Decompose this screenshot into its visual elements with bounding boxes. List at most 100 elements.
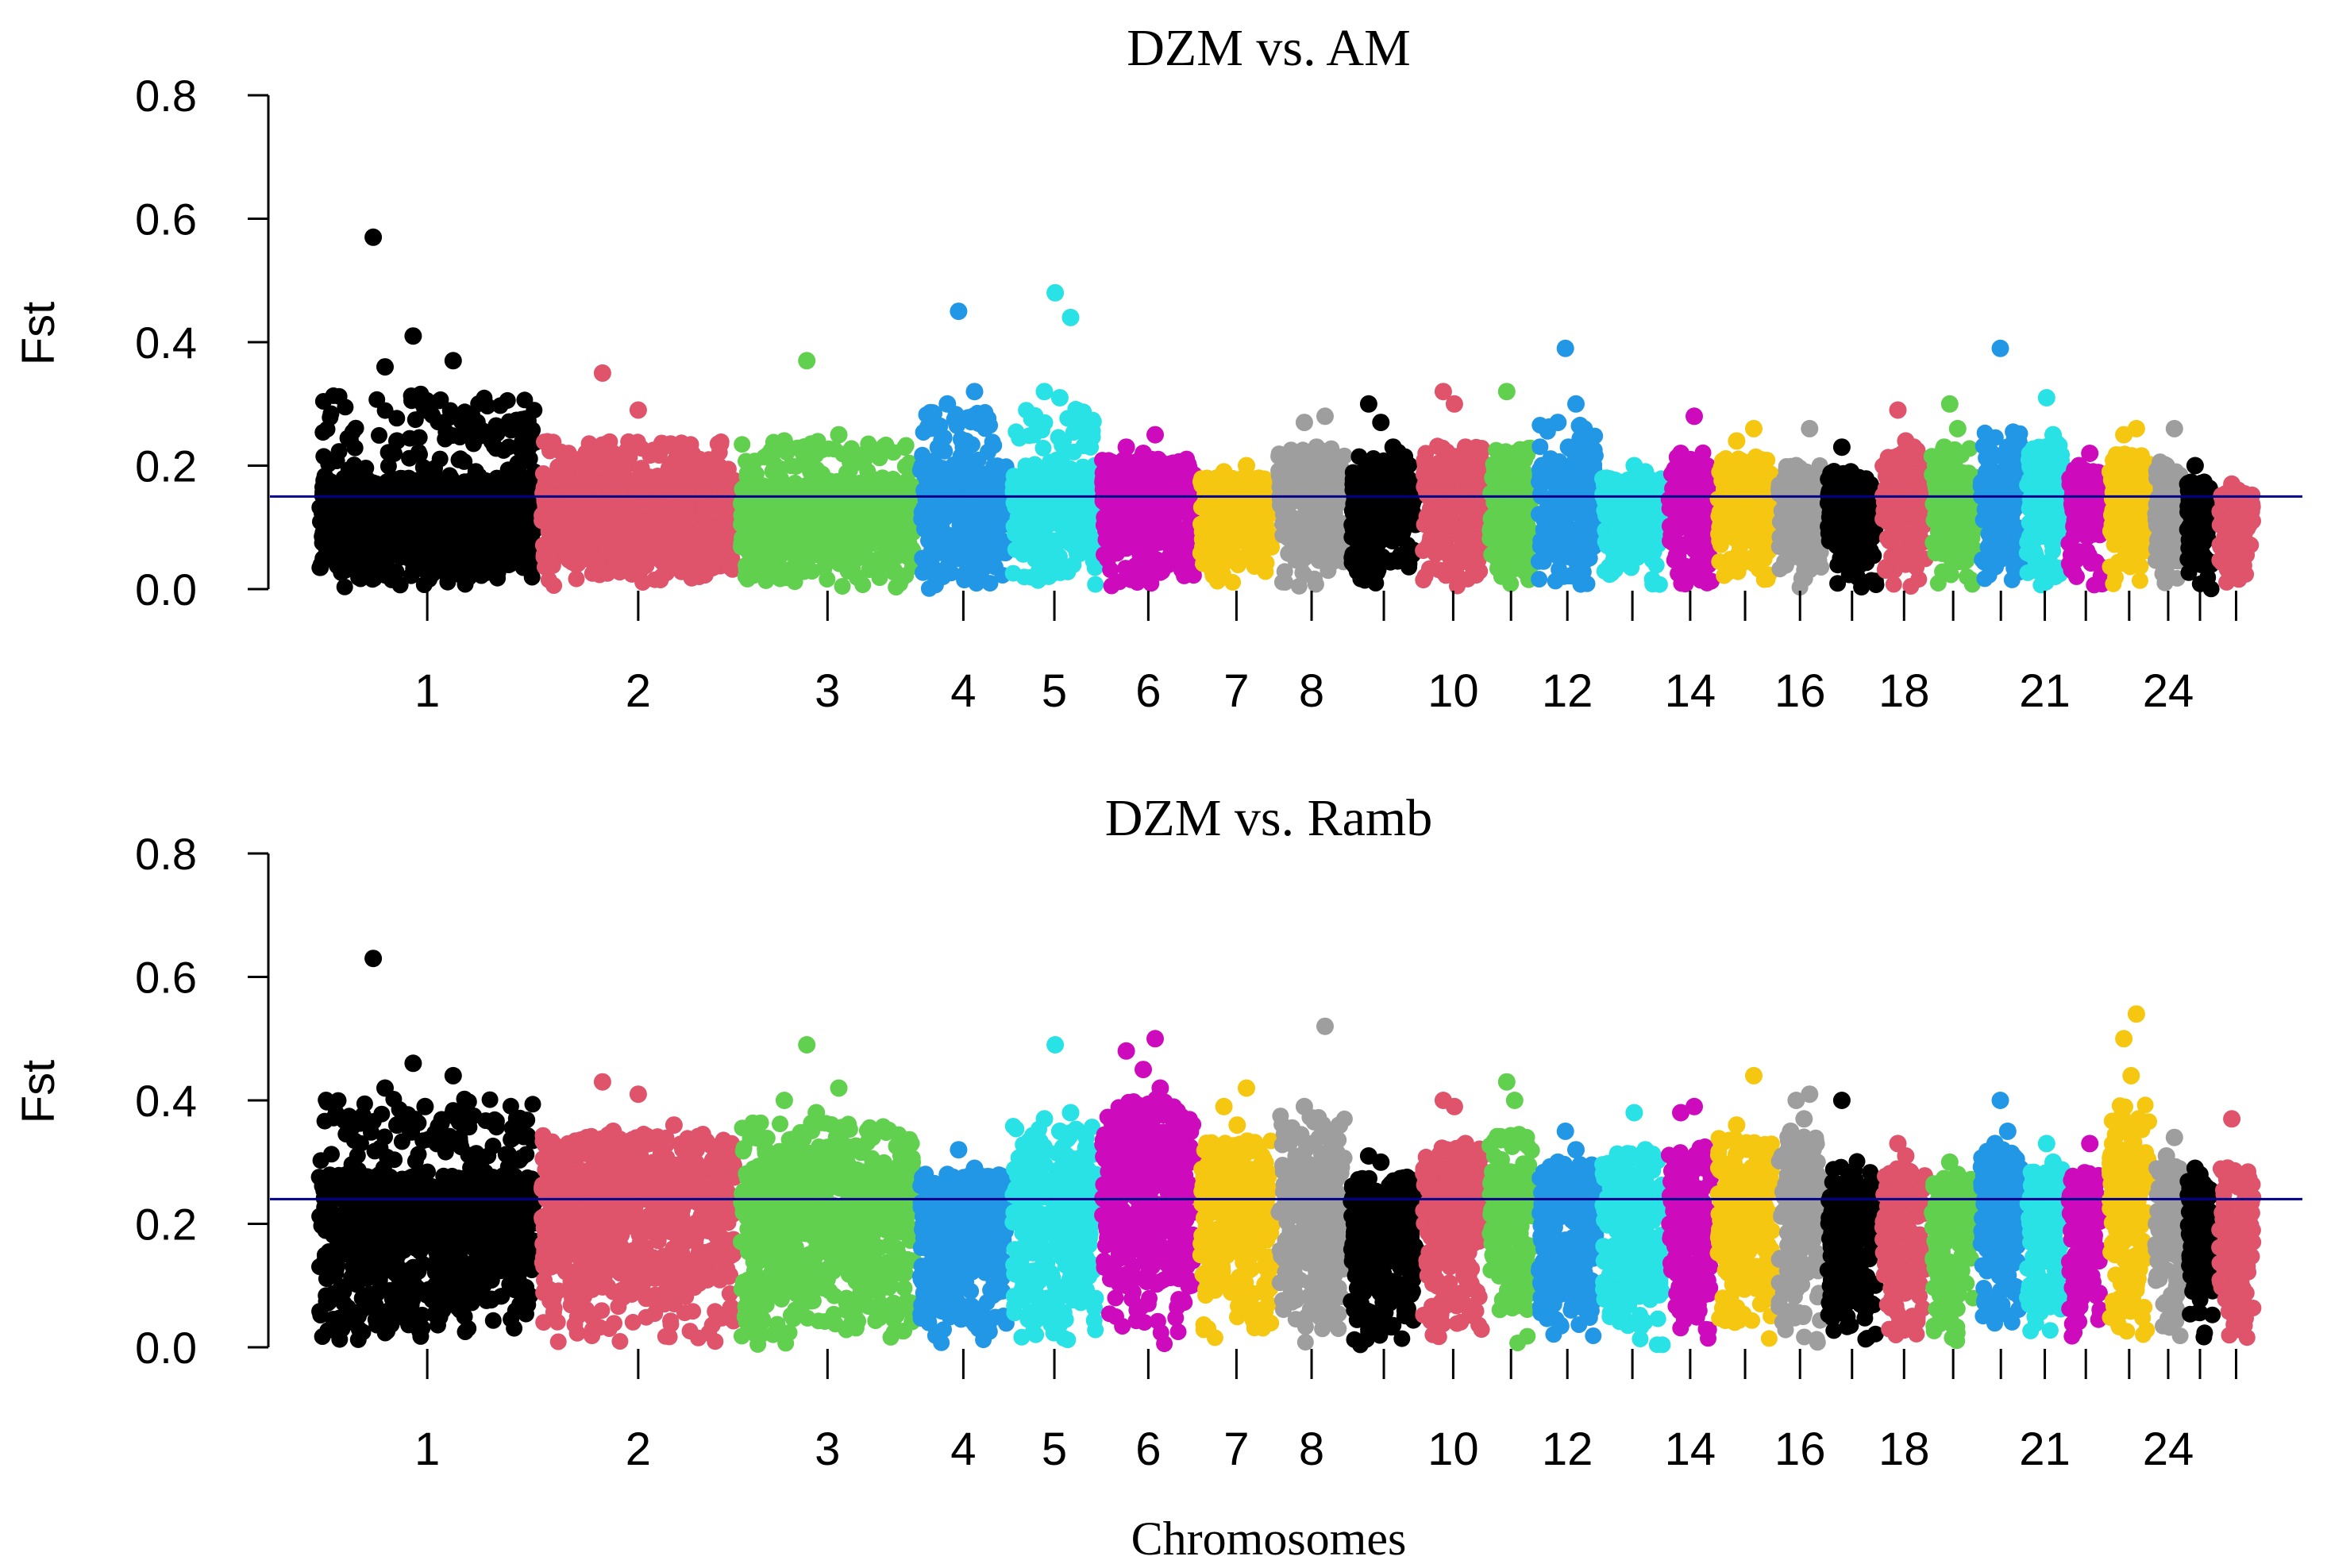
data-point xyxy=(881,514,899,531)
data-point xyxy=(1466,491,1484,509)
data-point xyxy=(709,522,726,538)
data-point xyxy=(635,483,652,501)
data-point xyxy=(877,436,895,453)
data-point xyxy=(330,541,348,558)
data-point xyxy=(1220,544,1238,561)
peak-point xyxy=(1215,463,1233,481)
data-point xyxy=(1465,511,1481,529)
data-point xyxy=(367,476,384,494)
chromosome-13-points xyxy=(1594,457,1671,593)
data-point xyxy=(1372,527,1389,545)
data-point xyxy=(328,453,345,469)
data-point xyxy=(734,436,751,453)
data-point xyxy=(400,543,418,561)
data-point xyxy=(1224,487,1242,504)
peak-point xyxy=(1505,445,1524,462)
data-point xyxy=(1459,534,1477,552)
data-point xyxy=(918,505,935,522)
data-point xyxy=(659,477,676,495)
peak-point xyxy=(604,445,622,462)
data-point xyxy=(487,417,505,434)
data-point xyxy=(981,417,999,434)
data-point xyxy=(467,489,484,507)
data-point xyxy=(433,555,450,572)
data-point xyxy=(586,508,603,526)
data-point xyxy=(1420,560,1438,577)
data-point xyxy=(682,436,699,453)
data-point xyxy=(499,391,516,409)
data-point xyxy=(1103,577,1120,595)
data-point xyxy=(1101,543,1119,561)
chart-title: DZM vs. AM xyxy=(1127,19,1411,77)
data-point xyxy=(1065,465,1082,482)
data-point xyxy=(457,576,474,593)
data-point xyxy=(959,522,977,540)
chromosome-12-points xyxy=(1530,339,1605,593)
data-point xyxy=(1308,459,1325,476)
data-point xyxy=(878,534,896,551)
data-point xyxy=(1354,534,1371,552)
data-point xyxy=(1502,575,1520,592)
data-point xyxy=(1347,557,1363,575)
data-point xyxy=(1531,417,1549,433)
data-point xyxy=(1418,539,1435,557)
data-point xyxy=(915,461,933,479)
peak-point xyxy=(629,401,647,419)
data-point xyxy=(403,387,420,404)
chromosome-7-points xyxy=(1192,457,1281,591)
data-point xyxy=(500,413,518,430)
data-point xyxy=(704,552,722,568)
data-point xyxy=(1504,561,1522,578)
data-point xyxy=(891,546,908,564)
peak-point xyxy=(1117,438,1135,457)
data-point xyxy=(780,561,798,579)
peak-point xyxy=(954,438,973,457)
chromosome-5-points xyxy=(1004,283,1104,593)
data-point xyxy=(1294,564,1312,581)
data-point xyxy=(897,486,915,503)
chromosome-10-points xyxy=(1415,383,1492,595)
data-point xyxy=(545,577,563,594)
data-point xyxy=(1040,533,1058,550)
data-point xyxy=(578,445,595,462)
data-point xyxy=(375,509,392,526)
data-point xyxy=(468,414,486,431)
data-point xyxy=(1204,564,1221,580)
data-point xyxy=(1007,499,1024,516)
data-point xyxy=(712,433,730,450)
chromosome-1-points xyxy=(311,228,544,595)
data-point xyxy=(371,426,387,444)
data-point xyxy=(1042,566,1060,583)
data-point xyxy=(1050,429,1067,446)
data-point xyxy=(559,522,576,540)
peak-point xyxy=(1384,438,1402,457)
panel-dzm-vs-am: DZM vs. AM Fst 0.00.20.40.60.81 2 3 4 5 6 7 8 10… xyxy=(13,19,2302,717)
peak-point xyxy=(376,358,394,376)
data-point xyxy=(1193,523,1211,541)
data-point xyxy=(1076,485,1093,503)
data-point xyxy=(781,534,799,551)
data-point xyxy=(1514,537,1531,554)
data-point xyxy=(1377,465,1394,483)
data-point xyxy=(1490,548,1507,565)
data-point xyxy=(1212,523,1229,541)
data-point xyxy=(738,464,756,482)
data-point xyxy=(1129,574,1146,591)
data-point xyxy=(1345,471,1362,488)
data-point xyxy=(1547,460,1565,477)
data-point xyxy=(415,530,433,547)
data-point xyxy=(549,470,567,487)
data-point xyxy=(1574,514,1591,532)
data-point xyxy=(441,409,459,426)
peak-point xyxy=(1559,438,1578,457)
data-point xyxy=(715,495,733,512)
data-point xyxy=(736,479,753,496)
data-point xyxy=(445,534,463,551)
data-point xyxy=(1443,542,1460,560)
data-point xyxy=(471,546,488,564)
data-point xyxy=(1424,517,1441,534)
data-point xyxy=(843,557,860,574)
data-point xyxy=(1400,502,1417,519)
peak-point xyxy=(1287,457,1305,475)
data-point xyxy=(936,442,954,460)
